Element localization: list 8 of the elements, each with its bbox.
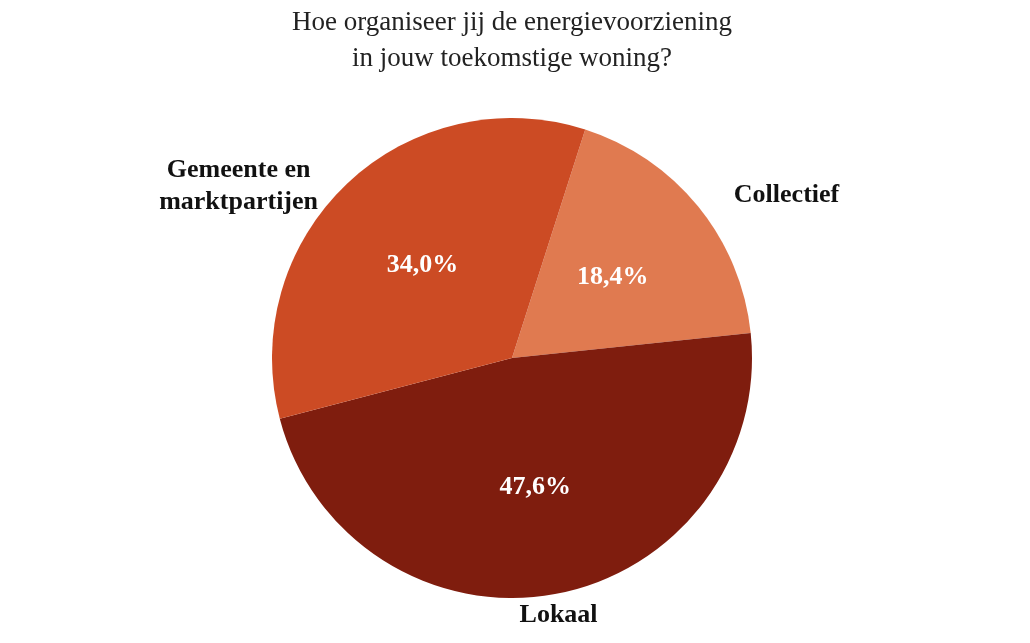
pie-slice — [279, 332, 752, 598]
slice-label: Collectief — [733, 178, 840, 208]
slice-label: Lokaal — [519, 598, 598, 628]
chart-title: Hoe organiseer jij de energievoorziening in jouw toekomstige woning? — [292, 6, 732, 72]
data-label: 34,0% — [386, 248, 459, 278]
data-label: 18,4% — [577, 260, 649, 290]
slice-label: Gemeente en marktpartijen — [159, 154, 319, 216]
data-label: 47,6% — [499, 470, 572, 500]
